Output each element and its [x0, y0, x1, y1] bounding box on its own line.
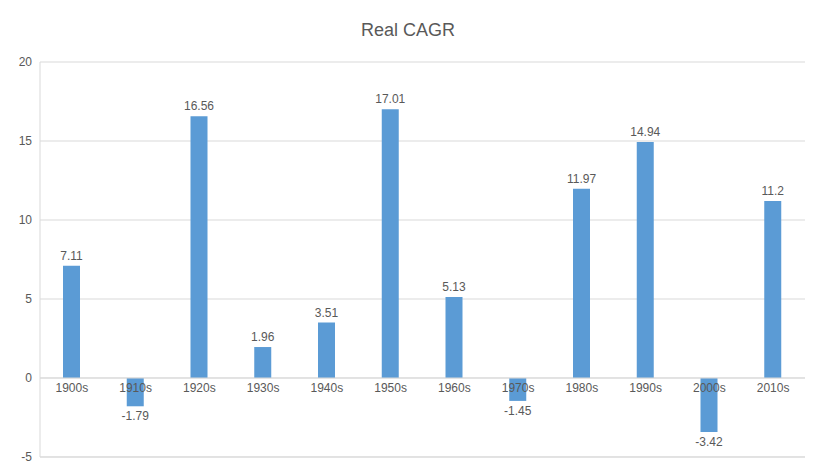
svg-text:1910s: 1910s [119, 381, 152, 395]
svg-text:1950s: 1950s [374, 381, 407, 395]
svg-text:2000s: 2000s [693, 381, 726, 395]
svg-text:20: 20 [19, 55, 33, 69]
svg-text:11.97: 11.97 [567, 172, 596, 186]
svg-text:10: 10 [19, 213, 33, 227]
svg-text:1.96: 1.96 [251, 330, 275, 344]
svg-text:-3.42: -3.42 [695, 435, 723, 449]
svg-text:15: 15 [19, 134, 33, 148]
svg-text:7.11: 7.11 [60, 249, 83, 263]
svg-text:1990s: 1990s [629, 381, 662, 395]
svg-text:1970s: 1970s [502, 381, 535, 395]
svg-text:1900s: 1900s [56, 381, 89, 395]
svg-text:5.13: 5.13 [442, 280, 466, 294]
svg-text:14.94: 14.94 [630, 125, 660, 139]
svg-text:1960s: 1960s [438, 381, 471, 395]
svg-text:1940s: 1940s [311, 381, 344, 395]
svg-text:3.51: 3.51 [315, 306, 339, 320]
svg-text:-5: -5 [21, 450, 32, 464]
svg-text:16.56: 16.56 [184, 99, 214, 113]
html-text:Real CAGR: Real CAGR [361, 20, 455, 40]
svg-text:-1.45: -1.45 [504, 404, 532, 418]
svg-text:1980s: 1980s [566, 381, 599, 395]
svg-text:11.2: 11.2 [762, 184, 785, 198]
svg-text:0: 0 [25, 371, 32, 385]
svg-text:5: 5 [25, 292, 32, 306]
svg-text:17.01: 17.01 [375, 92, 405, 106]
svg-text:2010s: 2010s [757, 381, 790, 395]
svg-text:1920s: 1920s [183, 381, 216, 395]
svg-text:1930s: 1930s [247, 381, 280, 395]
svg-text:-1.79: -1.79 [122, 409, 150, 423]
